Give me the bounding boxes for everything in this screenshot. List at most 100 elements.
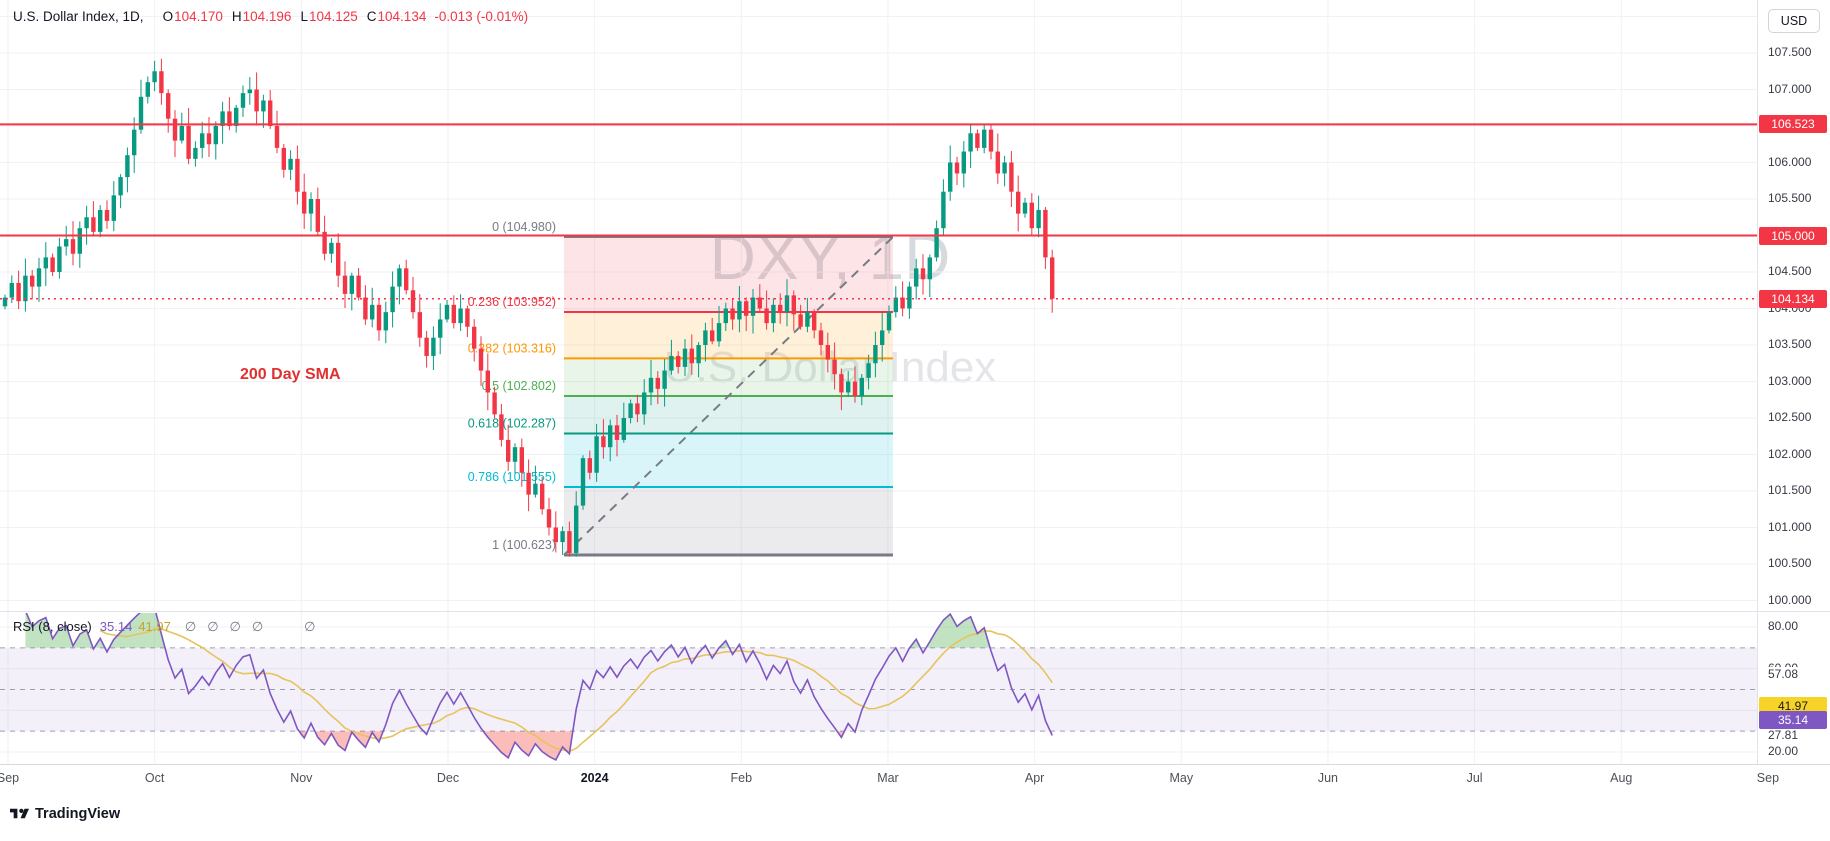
price-tick-label: 107.500 — [1768, 45, 1812, 59]
currency-toggle-button[interactable]: USD — [1768, 9, 1820, 33]
candle-body — [866, 363, 871, 378]
fib-band — [564, 236, 893, 313]
candle-body — [349, 275, 354, 294]
time-axis[interactable]: Sep Oct Nov Dec 2024 Feb Mar Apr May Jun Jul Aug Sep — [0, 764, 1830, 791]
candle-body — [954, 162, 960, 174]
candle-body — [594, 436, 599, 473]
fib-retracement[interactable]: 0 (104.980) 0.236 (103.952) 0.382 (103.316… — [468, 220, 894, 557]
candle-body — [682, 348, 688, 367]
candle-body — [1016, 191, 1021, 214]
candle-body — [635, 403, 640, 415]
candle-body — [356, 275, 361, 298]
fib-level-label: 0.236 (103.952) — [468, 295, 556, 309]
rsi-title[interactable]: RSI (8, close) — [13, 619, 92, 634]
time-axis-label: Sep — [0, 771, 20, 785]
rsi-null-marker: ∅ — [304, 619, 316, 634]
candle-body — [70, 239, 76, 254]
candle-body — [839, 374, 844, 393]
candle-body — [2, 297, 8, 307]
candle-body — [16, 282, 21, 302]
candle-body — [363, 297, 368, 320]
price-tick-label: 107.000 — [1768, 81, 1812, 96]
symbol-legend: U.S. Dollar Index, 1D, O104.170 H104.196 L1… — [13, 9, 528, 24]
time-axis-label: Aug — [1610, 771, 1633, 785]
candle-body — [873, 345, 878, 364]
candle-body — [50, 257, 55, 272]
fib-band — [564, 486, 893, 556]
sma-annotation[interactable]: 200 Day SMA — [240, 366, 341, 383]
candle-body — [383, 312, 388, 331]
time-axis-label: May — [1169, 771, 1194, 785]
price-axis[interactable]: 107.500107.000106.500106.000105.500105.0… — [1757, 0, 1830, 790]
candle-body — [254, 89, 259, 112]
candle-body — [852, 381, 858, 397]
ohlc-value: 104.196 — [242, 9, 292, 24]
candle-body — [234, 107, 239, 126]
candle-body — [1036, 209, 1041, 229]
candle-body — [798, 314, 803, 327]
time-axis-label: Oct — [144, 771, 165, 785]
pane-separator[interactable] — [0, 611, 1830, 612]
candle-body — [424, 337, 429, 356]
candle-body — [961, 151, 966, 174]
price-tick-label: 101.500 — [1768, 483, 1812, 497]
fib-level-label: 0.618 (102.287) — [468, 417, 556, 431]
candle-body — [240, 93, 246, 108]
candle-body — [315, 199, 320, 232]
symbol-title[interactable]: U.S. Dollar Index, 1D, — [13, 9, 144, 24]
candle-body — [757, 297, 762, 309]
rsi-overbought-fill — [94, 638, 105, 648]
time-axis-label: Apr — [1024, 771, 1045, 785]
candle-body — [526, 472, 531, 495]
candle-body — [1029, 202, 1034, 229]
candle-body — [574, 505, 579, 554]
rsi-tick-label: 27.81 — [1768, 727, 1799, 742]
candle-body — [948, 162, 953, 192]
candle-body — [417, 312, 422, 338]
candle-body — [519, 447, 524, 473]
watermark-symbol: DXY, 1D — [710, 221, 951, 293]
candle-body — [166, 93, 171, 119]
candle-body — [1050, 257, 1055, 299]
candle-body — [132, 129, 137, 156]
time-axis-label: Sep — [1756, 771, 1780, 785]
tradingview-logo[interactable]: TradingView — [10, 806, 120, 822]
candle-body — [200, 133, 205, 148]
candle-body — [506, 439, 511, 462]
candle-body — [1002, 162, 1007, 174]
candle-body — [322, 231, 327, 254]
fib-band — [564, 395, 893, 434]
candles — [2, 58, 1055, 557]
candle-body — [744, 301, 749, 316]
candle-body — [982, 129, 987, 148]
candle-body — [159, 71, 164, 94]
price-tick-label: 103.500 — [1768, 337, 1812, 351]
candle-body — [397, 268, 402, 287]
candle-body — [336, 242, 341, 276]
price-tick-label: 105.500 — [1768, 191, 1812, 205]
price-rsi-chart-canvas[interactable]: 0 (104.980) 0.236 (103.952) 0.382 (103.316… — [0, 0, 1830, 764]
candle-body — [465, 308, 470, 327]
candle-body — [43, 257, 48, 269]
candle-body — [118, 177, 123, 196]
candle-body — [370, 304, 375, 320]
candle-body — [492, 392, 497, 415]
rsi-value-badge: 35.14 — [1759, 711, 1827, 730]
candle-body — [57, 246, 62, 272]
candle-body — [846, 381, 851, 393]
change-value: -0.013 (-0.01%) — [434, 9, 529, 24]
rsi-legend: RSI (8, close) 35.14 41.97 ∅ ∅ ∅ ∅ ∅ — [13, 619, 327, 635]
ohlc-key: L — [300, 9, 308, 24]
ohlc-value: 104.134 — [377, 9, 427, 24]
candle-body — [268, 100, 273, 126]
candle-body — [295, 158, 300, 192]
rsi-tick-label: 57.08 — [1768, 666, 1802, 682]
candle-body — [485, 370, 490, 393]
candle-body — [472, 326, 477, 349]
price-lines[interactable] — [0, 123, 1757, 300]
candle-body — [1043, 209, 1048, 258]
candle-body — [512, 447, 518, 462]
rsi-null-marker: ∅ — [184, 619, 197, 634]
rsi-tick-label: 20.00 — [1768, 744, 1799, 758]
ohlc-value: 104.125 — [308, 9, 358, 24]
